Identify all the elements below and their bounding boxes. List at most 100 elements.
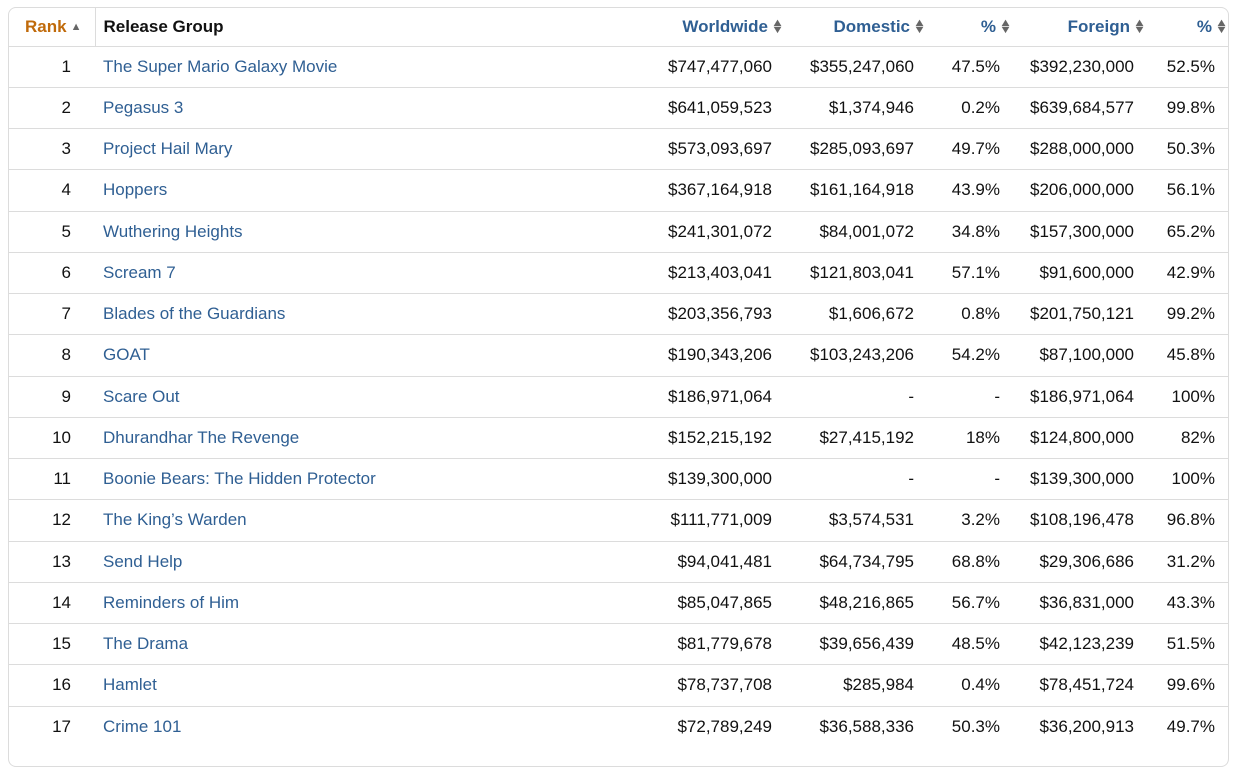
domestic-percent-cell: 47.5%: [951, 56, 1000, 76]
domestic-percent-cell: 43.9%: [951, 180, 1000, 200]
domestic-percent-cell: 48.5%: [951, 634, 1000, 654]
release-group-link[interactable]: Crime 101: [103, 716, 182, 736]
table-row: 6 Scream 7 $213,403,041 $121,803,041 57.1% $9…: [9, 252, 1228, 293]
up-down-caret-icon: ▲ ▼: [999, 17, 1013, 37]
table-row: 2 Pegasus 3 $641,059,523 $1,374,946 0.2% $639…: [9, 87, 1228, 128]
up-down-caret-icon: ▲ ▼: [1215, 17, 1229, 37]
foreign-percent-cell: 51.5%: [1166, 634, 1215, 654]
worldwide-gross-cell: $241,301,072: [668, 221, 772, 241]
domestic-gross-cell: $36,588,336: [819, 716, 914, 736]
release-group-cell: Scream 7: [95, 252, 564, 293]
worldwide-gross-cell: $213,403,041: [668, 262, 772, 282]
up-down-caret-icon: ▲ ▼: [913, 17, 927, 37]
rank-column-header[interactable]: Rank ▲: [9, 8, 96, 46]
release-group-link[interactable]: Dhurandhar The Revenge: [103, 427, 300, 447]
release-group-link[interactable]: Pegasus 3: [103, 97, 184, 117]
domestic-gross-cell: -: [908, 469, 914, 489]
domestic-percent-cell: 56.7%: [951, 592, 1000, 612]
release-group-cell: Scare Out: [95, 376, 564, 417]
release-group-cell: The Super Mario Galaxy Movie: [95, 46, 564, 87]
domestic-percent-column-header[interactable]: % ▲ ▼: [926, 8, 1014, 46]
worldwide-gross-cell: $190,343,206: [668, 345, 772, 365]
foreign-gross-cell: $36,200,913: [1039, 716, 1134, 736]
table-row: 11 Boonie Bears: The Hidden Protector $139…: [9, 458, 1228, 500]
worldwide-gross-cell: $573,093,697: [668, 139, 772, 159]
domestic-column-header[interactable]: Domestic ▲ ▼: [784, 8, 926, 46]
release-group-link[interactable]: Boonie Bears: The Hidden Protector: [103, 469, 376, 489]
release-group-link[interactable]: Wuthering Heights: [103, 221, 243, 241]
release-group-link[interactable]: Blades of the Guardians: [103, 304, 286, 324]
release-group-link[interactable]: The Drama: [103, 634, 189, 654]
caret-up-icon: ▲: [70, 20, 82, 33]
domestic-percent-cell: 68.8%: [951, 551, 1000, 571]
release-group-link[interactable]: Scare Out: [103, 386, 180, 406]
foreign-gross-cell: $124,800,000: [1030, 427, 1134, 447]
worldwide-gross-cell: $94,041,481: [677, 551, 772, 571]
worldwide-gross-cell: $72,789,249: [677, 716, 772, 736]
foreign-column-header[interactable]: Foreign ▲ ▼: [1014, 8, 1146, 46]
release-group-cell: The King’s Warden: [95, 500, 564, 541]
domestic-gross-cell: $64,734,795: [819, 551, 914, 571]
rank-cell: 17: [52, 716, 71, 736]
release-group-link[interactable]: The King’s Warden: [103, 510, 247, 530]
domestic-percent-cell: 54.2%: [951, 345, 1000, 365]
release-group-cell: Crime 101: [95, 706, 564, 747]
release-group-link[interactable]: Send Help: [103, 551, 183, 571]
foreign-gross-cell: $29,306,686: [1039, 551, 1134, 571]
table-row: 12 The King’s Warden $111,771,009 $3,574,53…: [9, 499, 1228, 541]
foreign-percent-cell: 65.2%: [1166, 221, 1215, 241]
table-header: Rank ▲ Release Group Worldwide ▲ ▼ Domestic…: [9, 8, 1228, 46]
release-group-cell: Reminders of Him: [95, 582, 564, 623]
foreign-gross-cell: $78,451,724: [1039, 675, 1134, 695]
release-group-link[interactable]: Hamlet: [103, 675, 157, 695]
release-group-cell: Dhurandhar The Revenge: [95, 417, 564, 458]
domestic-percent-cell: 0.8%: [961, 304, 1000, 324]
release-group-column-header[interactable]: Release Group: [95, 8, 564, 46]
header-row: Rank ▲ Release Group Worldwide ▲ ▼ Domestic…: [9, 8, 1228, 46]
release-group-cell: The Drama: [95, 624, 564, 665]
release-group-link[interactable]: Scream 7: [103, 262, 176, 282]
rank-cell: 1: [61, 56, 71, 76]
release-group-link[interactable]: The Super Mario Galaxy Movie: [103, 56, 338, 76]
rank-cell: 9: [61, 386, 71, 406]
foreign-gross-cell: $36,831,000: [1039, 592, 1134, 612]
domestic-gross-cell: $39,656,439: [819, 634, 914, 654]
foreign-percent-cell: 50.3%: [1166, 139, 1215, 159]
table-row: 3 Project Hail Mary $573,093,697 $285,093,6…: [9, 128, 1228, 170]
release-group-header-label: Release Group: [103, 16, 224, 36]
foreign-gross-cell: $288,000,000: [1030, 139, 1134, 159]
table-row: 5 Wuthering Heights $241,301,072 $84,001,07…: [9, 211, 1228, 252]
foreign-percent-cell: 96.8%: [1166, 510, 1215, 530]
domestic-gross-cell: $285,093,697: [810, 139, 914, 159]
foreign-percent-cell: 45.8%: [1166, 345, 1215, 365]
results-table-frame: [8, 7, 1229, 767]
release-group-link[interactable]: Project Hail Mary: [103, 139, 233, 159]
domestic-percent-cell: -: [994, 469, 1000, 489]
foreign-gross-cell: $91,600,000: [1039, 262, 1134, 282]
table-row: 9 Scare Out $186,971,064 - - $186,971,064 100%: [9, 376, 1228, 417]
domestic-gross-cell: $48,216,865: [819, 592, 914, 612]
foreign-percent-cell: 100%: [1171, 469, 1215, 489]
release-group-cell: GOAT: [95, 335, 564, 376]
up-down-caret-icon: ▲ ▼: [1133, 17, 1147, 37]
rank-cell: 4: [61, 180, 71, 200]
domestic-percent-header-label: %: [980, 16, 996, 36]
foreign-percent-cell: 100%: [1171, 386, 1215, 406]
foreign-percent-cell: 31.2%: [1166, 551, 1215, 571]
foreign-percent-header-label: %: [1196, 16, 1212, 36]
domestic-percent-cell: 3.2%: [961, 510, 1000, 530]
release-group-link[interactable]: Reminders of Him: [103, 592, 240, 612]
rank-cell: 14: [52, 592, 71, 612]
release-group-link[interactable]: GOAT: [103, 345, 150, 365]
table-row: 13 Send Help $94,041,481 $64,734,795 68.8% $2…: [9, 541, 1228, 582]
table-row: 4 Hoppers $367,164,918 $161,164,918 43.9% $20…: [9, 169, 1228, 211]
foreign-percent-column-header[interactable]: % ▲ ▼: [1146, 8, 1228, 46]
foreign-gross-cell: $201,750,121: [1030, 304, 1134, 324]
foreign-percent-cell: 99.2%: [1166, 304, 1215, 324]
domestic-percent-cell: 49.7%: [951, 139, 1000, 159]
release-group-link[interactable]: Hoppers: [103, 180, 168, 200]
table-row: 10 Dhurandhar The Revenge $152,215,192 $27,…: [9, 417, 1228, 458]
worldwide-column-header[interactable]: Worldwide ▲ ▼: [564, 8, 784, 46]
table-row: 1 The Super Mario Galaxy Movie $747,477,06…: [9, 46, 1228, 87]
domestic-percent-cell: 50.3%: [951, 716, 1000, 736]
